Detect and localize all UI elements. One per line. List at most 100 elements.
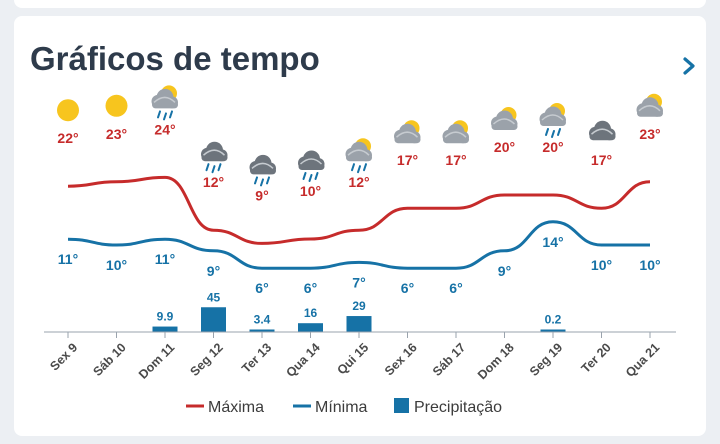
rain-drop	[308, 174, 313, 182]
min-temp-label: 6°	[304, 280, 317, 296]
precip-bar	[249, 329, 275, 332]
cloud-part	[250, 167, 276, 175]
max-temp-label: 17°	[591, 152, 612, 168]
rain-drop	[363, 163, 367, 172]
cloud-part	[346, 154, 372, 162]
cloud-highlight	[638, 105, 661, 112]
max-temp-label: 9°	[255, 187, 268, 203]
precip-bar	[540, 329, 566, 332]
precip-label: 45	[207, 290, 221, 304]
min-temp-label: 6°	[255, 280, 268, 296]
cloud-highlight	[299, 158, 323, 165]
max-temp-label: 12°	[203, 174, 224, 190]
x-tick-label: Qua 21	[623, 340, 662, 379]
rain-drop	[302, 172, 307, 180]
cloud-highlight	[541, 114, 564, 121]
sun-cloud-rain-icon	[539, 103, 566, 138]
max-temp-label: 10°	[300, 183, 321, 199]
rain-drop	[217, 163, 222, 172]
precip-label: 9.9	[157, 310, 174, 324]
rain-drop	[169, 110, 173, 119]
x-tick-label: Seg 12	[187, 340, 225, 378]
rain-drop	[551, 130, 555, 138]
max-temp-line	[67, 175, 651, 245]
legend: Máxima Mínima Precipitação	[186, 398, 502, 416]
max-temp-label: 22°	[57, 130, 78, 146]
legend-precip-label: Precipitação	[414, 399, 502, 416]
chevron-right-icon[interactable]	[678, 52, 700, 80]
sun-icon	[57, 99, 79, 122]
rain-drop	[266, 176, 270, 185]
cloud-highlight	[251, 162, 274, 169]
max-temp-label: 20°	[494, 139, 515, 155]
sun-cloud-rain-icon	[345, 138, 372, 174]
cloud-part	[298, 163, 325, 170]
cloud-part	[443, 136, 469, 144]
precip-label: 29	[352, 299, 366, 313]
cloud-part	[540, 119, 566, 126]
previous-card-edge	[14, 0, 706, 8]
x-tick-label: Dom 11	[136, 340, 177, 381]
sun-cloud-icon	[636, 93, 663, 117]
min-temp-label: 10°	[639, 257, 660, 273]
cloud-part	[152, 101, 178, 109]
cloud-highlight	[202, 149, 226, 156]
rain-drop	[357, 165, 361, 174]
x-tick-label: Qui 15	[334, 340, 371, 377]
precip-label: 16	[304, 306, 318, 320]
max-temp-label: 17°	[445, 152, 466, 168]
cloud-part	[201, 154, 228, 162]
cloud-part	[637, 109, 663, 117]
cloud-highlight	[492, 118, 516, 125]
cloud-highlight	[153, 96, 176, 103]
sun-icon	[105, 94, 128, 117]
rain-drop	[163, 112, 167, 121]
cloud-rain-icon	[298, 150, 325, 182]
cloud-rain-icon	[201, 141, 228, 174]
max-temp-label: 12°	[348, 174, 369, 190]
max-temp-label: 24°	[154, 121, 175, 137]
x-tick-label: Sex 9	[47, 340, 80, 373]
card-title: Gráficos de tempo	[30, 40, 320, 77]
cloud-rain-icon	[249, 154, 276, 187]
precip-bar	[152, 326, 178, 332]
legend-max-label: Máxima	[208, 399, 264, 416]
sun-cloud-icon	[491, 107, 518, 130]
cloud-highlight	[395, 131, 419, 138]
cloud-part	[589, 133, 616, 141]
max-temp-label: 17°	[397, 152, 418, 168]
rain-drop	[557, 128, 561, 136]
x-tick-label: Ter 20	[579, 340, 614, 375]
min-temp-label: 9°	[498, 263, 511, 279]
rain-drop	[260, 178, 264, 187]
min-temp-label: 10°	[106, 257, 127, 273]
min-temp-label: 11°	[155, 251, 175, 267]
sun-cloud-icon	[394, 120, 421, 144]
rain-drop	[545, 128, 549, 136]
precip-bar	[298, 323, 323, 332]
cloud-icon	[589, 120, 616, 141]
min-temp-line	[67, 220, 650, 270]
precip-bar	[201, 307, 226, 332]
x-tick-label: Qua 14	[283, 340, 322, 379]
rain-drop	[254, 176, 258, 185]
cloud-part	[394, 136, 421, 144]
sun-shape	[105, 94, 128, 117]
rain-drop	[205, 163, 210, 172]
cloud-part	[491, 123, 518, 130]
x-tick-label: Dom 18	[475, 340, 517, 382]
rain-drop	[211, 165, 216, 174]
cloud-highlight	[347, 149, 370, 156]
cloud-highlight	[590, 128, 614, 135]
precip-bar	[346, 316, 372, 332]
max-temp-label: 20°	[542, 139, 563, 155]
rain-drop	[157, 110, 161, 119]
x-tick-label: Sex 16	[382, 340, 420, 378]
precip-label: 3.4	[254, 313, 271, 327]
weather-charts-card: Gráficos de tempo	[14, 16, 706, 436]
sun-shape	[57, 99, 79, 122]
x-tick-label: Seg 19	[527, 340, 565, 378]
max-temp-label: 23°	[639, 126, 660, 142]
min-temp-label: 9°	[207, 263, 220, 279]
